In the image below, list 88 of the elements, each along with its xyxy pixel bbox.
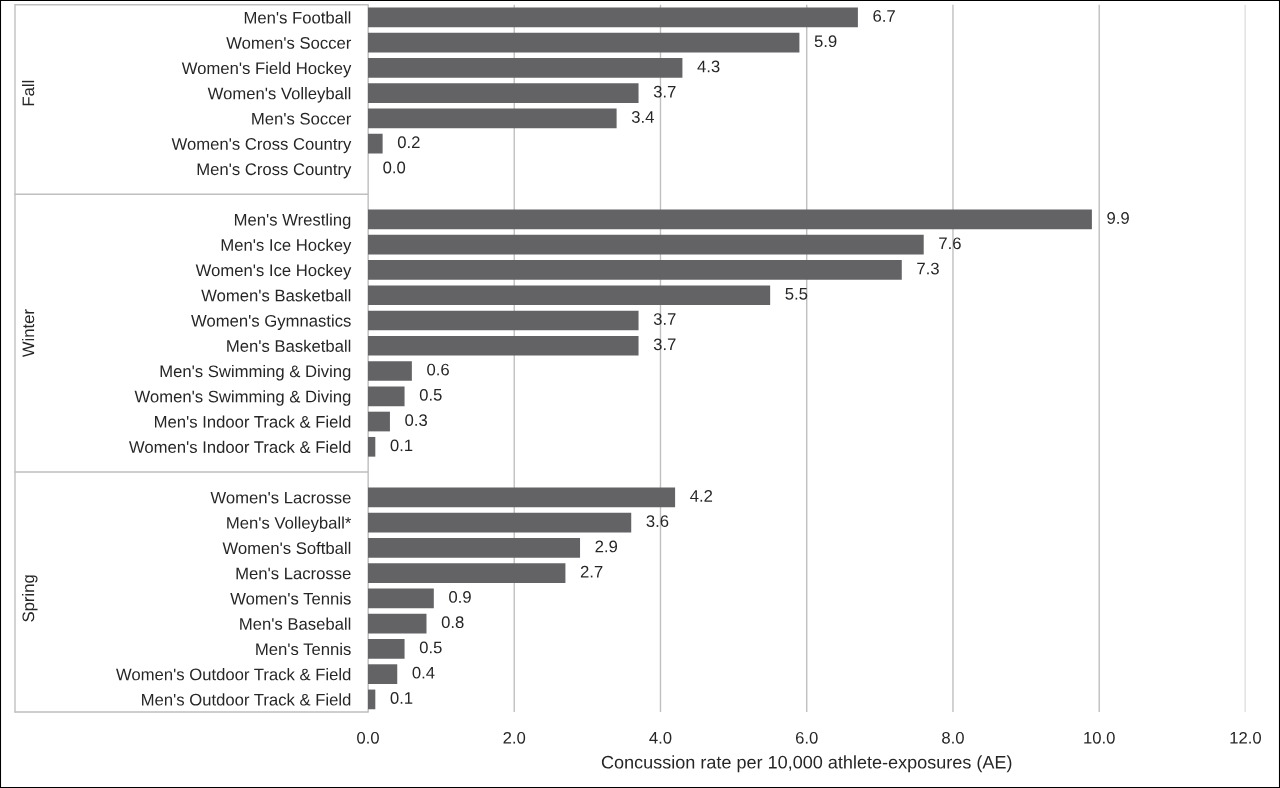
- y-tick-label: Women's Volleyball: [207, 87, 351, 103]
- data-label: 2.9: [595, 540, 618, 553]
- bar: [368, 436, 376, 457]
- data-label: 6.7: [873, 10, 895, 22]
- data-label: 3.6: [646, 515, 669, 528]
- bar: [368, 260, 902, 280]
- y-tick-label: Women's Lacrosse: [210, 491, 351, 504]
- x-tick-label: 12.0: [1230, 731, 1262, 744]
- data-label: 0.1: [390, 439, 413, 452]
- x-tick-label: 8.0: [942, 731, 964, 744]
- data-label: 5.5: [785, 288, 808, 300]
- bar: [368, 487, 676, 508]
- bar: [368, 563, 566, 583]
- bar: [368, 32, 800, 53]
- bar: [368, 613, 427, 634]
- text: Spring: [22, 575, 38, 622]
- y-tick-label: Men's Wrestling: [234, 213, 351, 229]
- x-tick-label: 6.0: [795, 731, 818, 744]
- x-tick-label: 10.0: [1084, 731, 1115, 744]
- bar: [368, 639, 405, 659]
- data-label: 4.2: [690, 489, 713, 502]
- data-label: 0.0: [383, 161, 406, 174]
- bar: [368, 664, 398, 684]
- bar: [368, 285, 771, 306]
- data-label: 5.9: [814, 35, 837, 48]
- y-tick-label: Women's Indoor Track & Field: [129, 440, 351, 453]
- y-tick-label: Men's Tennis: [256, 642, 351, 656]
- data-label: 0.6: [427, 363, 449, 376]
- y-tick-label: Men's Soccer: [252, 112, 352, 125]
- data-label: 0.3: [405, 414, 427, 427]
- y-tick-label: Men's Baseball: [240, 617, 351, 630]
- bar: [368, 512, 632, 533]
- data-label: 0.5: [419, 388, 442, 401]
- data-label: 3.7: [653, 85, 676, 98]
- y-tick-label: Men's Indoor Track & Field: [155, 415, 351, 428]
- y-tick-label: Men's Ice Hockey: [221, 238, 352, 255]
- bar: [368, 411, 390, 432]
- bar: [368, 335, 639, 356]
- data-label: 0.9: [449, 591, 471, 603]
- bar: [368, 133, 383, 154]
- data-label: 3.4: [631, 111, 654, 123]
- y-tick-label: Women's Outdoor Track & Field: [116, 668, 351, 681]
- y-tick-label: Men's Basketball: [227, 339, 351, 352]
- y-tick-label: Men's Cross Country: [197, 163, 352, 179]
- bar: [368, 386, 405, 407]
- y-tick-label: Women's Swimming & Diving: [134, 390, 351, 406]
- y-tick-label: Men's Swimming & Diving: [160, 364, 351, 381]
- bar: [368, 234, 924, 255]
- data-label: 2.7: [580, 565, 603, 578]
- data-label: 4.3: [697, 60, 720, 73]
- y-tick-label: Women's Basketball: [201, 289, 351, 302]
- data-label: 0.2: [397, 136, 420, 149]
- y-tick-label: Women's Gymnastics: [191, 314, 351, 330]
- y-tick-label: Women's Soccer: [226, 37, 352, 49]
- bar: [368, 537, 581, 558]
- bar: [368, 7, 858, 28]
- x-tick-label: 0.0: [357, 731, 379, 744]
- y-tick-label: Men's Lacrosse: [236, 567, 351, 580]
- y-tick-label: Women's Tennis: [230, 592, 351, 605]
- y-tick-label: Women's Softball: [222, 541, 351, 555]
- y-tick-label: Women's Cross Country: [171, 138, 352, 154]
- text: Winter: [22, 309, 35, 358]
- data-label: 3.7: [653, 313, 676, 325]
- data-label: 0.4: [412, 666, 435, 679]
- data-label: 7.6: [939, 237, 961, 250]
- text: Fall: [22, 80, 35, 106]
- data-label: 0.8: [441, 616, 464, 629]
- bar: [368, 83, 639, 103]
- x-tick-label: 4.0: [649, 731, 672, 744]
- data-label: 0.1: [390, 692, 413, 704]
- y-tick-label: Women's Field Hockey: [181, 61, 352, 78]
- data-label: 0.5: [419, 641, 442, 654]
- x-axis-title: Concussion rate per 10,000 athlete-exposures (AE): [601, 755, 1012, 773]
- bar: [368, 108, 617, 129]
- y-tick-label: Men's Outdoor Track & Field: [142, 693, 351, 706]
- bar: [368, 588, 434, 609]
- bar: [368, 361, 412, 381]
- bar: [368, 310, 639, 331]
- y-tick-label: Men's Football: [244, 11, 351, 24]
- x-tick-label: 2.0: [503, 731, 526, 744]
- data-label: 9.9: [1107, 212, 1129, 224]
- data-label: 7.3: [917, 262, 939, 275]
- data-label: 3.7: [653, 338, 676, 351]
- bar: [368, 58, 683, 78]
- bar: [368, 689, 376, 710]
- y-tick-label: Women's Ice Hockey: [195, 263, 352, 280]
- bar: [368, 209, 1092, 230]
- y-tick-label: Men's Volleyball*: [227, 516, 352, 533]
